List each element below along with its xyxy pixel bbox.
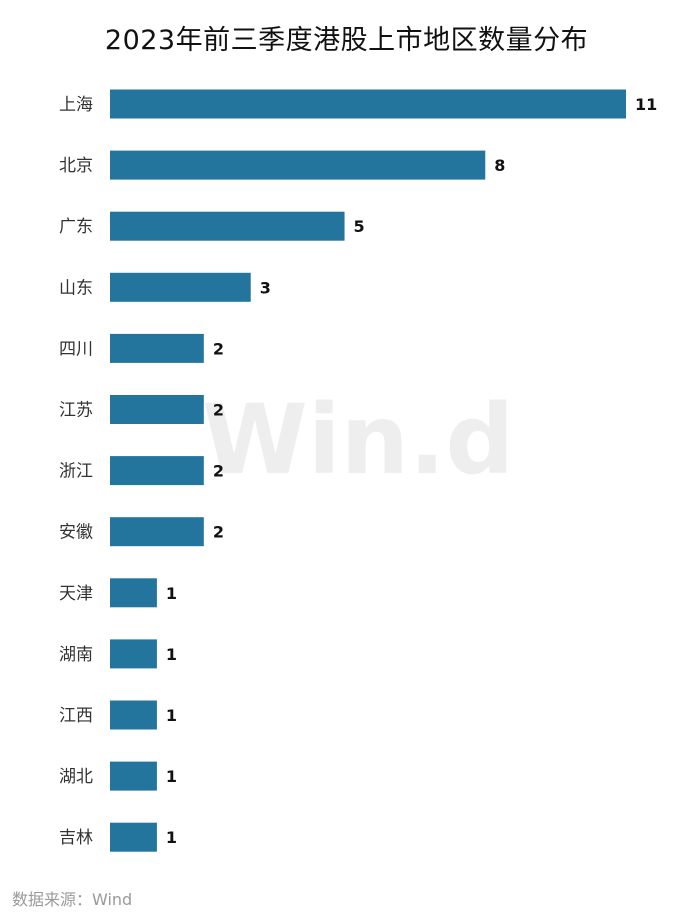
value-label: 1 <box>166 584 177 603</box>
category-label: 山东 <box>59 278 93 298</box>
category-label: 湖北 <box>59 767 93 787</box>
value-label: 8 <box>494 156 505 175</box>
value-label: 1 <box>166 767 177 786</box>
value-label: 11 <box>635 95 657 114</box>
bar <box>110 89 626 119</box>
bar <box>110 700 157 730</box>
category-label: 浙江 <box>59 462 93 482</box>
category-label: 江苏 <box>59 401 93 421</box>
value-label: 2 <box>213 462 224 481</box>
bar <box>110 272 251 302</box>
watermark-text: Win.d <box>202 384 514 496</box>
value-label: 1 <box>166 645 177 664</box>
bar <box>110 761 157 791</box>
category-label: 天津 <box>59 584 93 604</box>
bar <box>110 150 486 180</box>
bar <box>110 456 204 486</box>
chart-title: 2023年前三季度港股上市地区数量分布 <box>104 25 589 56</box>
bar <box>110 333 204 363</box>
category-label: 广东 <box>59 217 93 237</box>
value-label: 3 <box>260 278 271 297</box>
value-label: 1 <box>166 828 177 847</box>
bar <box>110 517 204 547</box>
bar <box>110 578 157 608</box>
value-label: 2 <box>213 401 224 420</box>
value-label: 2 <box>213 339 224 358</box>
category-label: 北京 <box>59 156 93 176</box>
bars-layer: 上海 11 北京 8 广东 5 山东 3 四川 2 江苏 2 浙江 2 安徽 2 天津 1 湖南 1 江西 1 湖北 1 吉林 1 <box>59 89 657 852</box>
category-label: 吉林 <box>59 828 93 848</box>
value-label: 2 <box>213 523 224 542</box>
bar <box>110 639 157 669</box>
bar <box>110 211 345 241</box>
category-label: 上海 <box>59 95 93 115</box>
category-label: 四川 <box>59 339 93 359</box>
bar <box>110 395 204 424</box>
value-label: 5 <box>354 217 365 236</box>
category-label: 湖南 <box>59 645 93 665</box>
bar <box>110 822 157 852</box>
value-label: 1 <box>166 706 177 725</box>
category-label: 安徽 <box>59 523 93 543</box>
category-label: 江西 <box>59 706 93 726</box>
source-note: 数据来源：Wind <box>12 890 133 909</box>
